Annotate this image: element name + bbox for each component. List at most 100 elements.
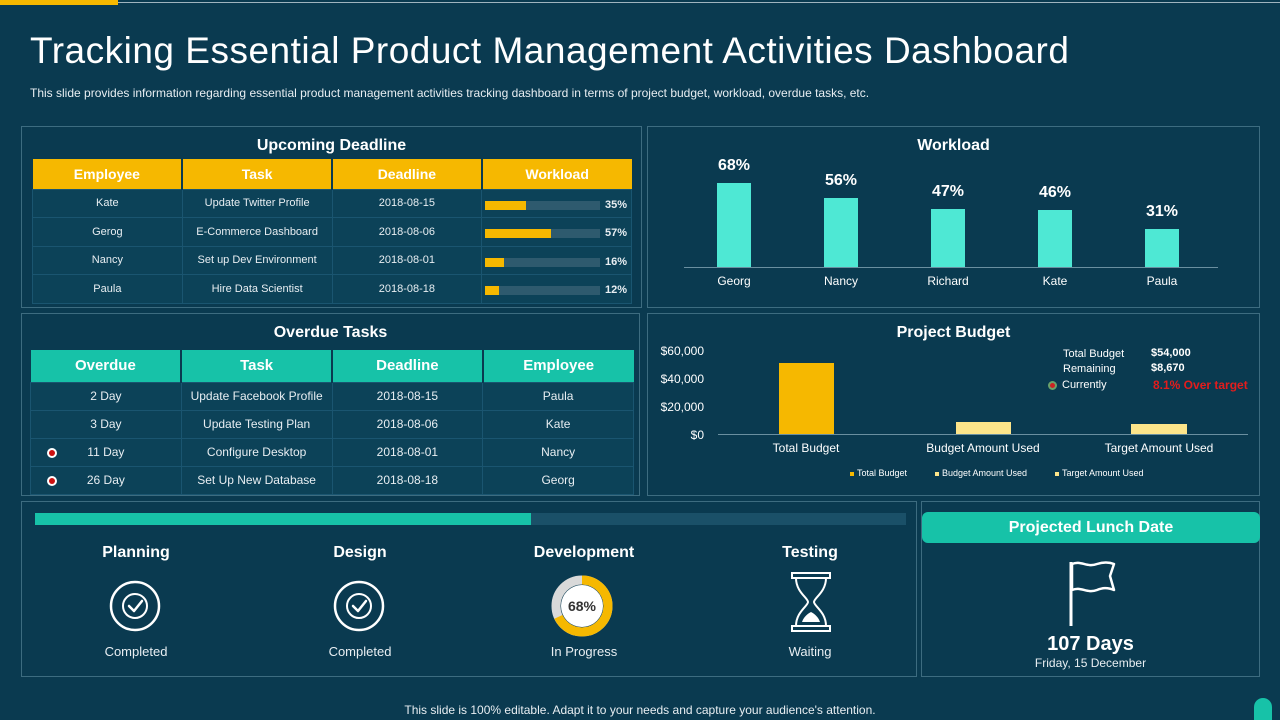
footer-note: This slide is 100% editable. Adapt it to…: [404, 703, 876, 717]
stage-testing-status: Waiting: [788, 644, 832, 659]
overall-progress-track: [35, 513, 906, 525]
stage-progress-panel: Planning Completed Design Completed Deve…: [21, 501, 917, 677]
workload-bar: [931, 208, 965, 267]
remaining-label: Remaining: [1063, 363, 1116, 375]
overdue-days: 11 Day: [30, 437, 182, 467]
lunch-date-panel: Projected Lunch Date 107 Days Friday, 15…: [921, 501, 1260, 677]
overdue-tasks-panel: Overdue Tasks Overdue Task Deadline Empl…: [21, 313, 640, 496]
stage-planning-status: Completed: [104, 644, 168, 659]
lunch-date: Friday, 15 December: [1034, 656, 1147, 670]
col-employee: Employee: [32, 159, 184, 189]
workload-track: [485, 200, 601, 210]
legend-target-used: Target Amount Used: [1055, 468, 1144, 478]
page-subtitle: This slide provides information regardin…: [30, 86, 870, 100]
currently-value: 8.1% Over target: [1153, 378, 1248, 392]
status-dot-icon: [1048, 380, 1057, 390]
remaining-value: $8,670: [1151, 362, 1185, 374]
budget-category-label: Total Budget: [772, 441, 840, 455]
table-row: Nancy Set up Dev Environment 2018-08-01 …: [32, 245, 632, 275]
workload-bar-label: 56%: [824, 171, 858, 189]
page-title: Tracking Essential Product Management Ac…: [30, 30, 1070, 71]
legend-budget-used: Budget Amount Used: [935, 468, 1027, 478]
alert-dot-icon: [47, 447, 57, 458]
workload-bar-label: 68%: [717, 157, 751, 174]
y-tick-label: $0: [690, 428, 704, 442]
table-row: Kate Update Twitter Profile 2018-08-15 3…: [32, 188, 632, 218]
table-row: Paula Hire Data Scientist 2018-08-18 12%: [32, 274, 632, 304]
budget-bar: [955, 422, 1011, 434]
workload-bar: [1038, 210, 1072, 267]
upcoming-deadline-panel: Upcoming Deadline Employee Task Deadline…: [21, 126, 642, 308]
overdue-days: 2 Day: [30, 381, 182, 411]
progress-ring-icon: 68%: [550, 574, 614, 638]
stage-planning-title: Planning: [102, 544, 170, 561]
overdue-tasks-table: Overdue Task Deadline Employee 2 Day Upd…: [30, 350, 634, 495]
y-tick-label: $60,000: [660, 344, 704, 358]
table-row: 26 Day Set Up New Database 2018-08-18 Ge…: [30, 465, 634, 495]
workload-cell: 12%: [481, 274, 632, 304]
workload-bar-name: Richard: [927, 274, 969, 288]
workload-bar-label: 31%: [1145, 202, 1179, 220]
workload-axis: [684, 267, 1218, 268]
workload-bar-label: 47%: [931, 182, 965, 200]
stage-testing-title: Testing: [782, 544, 838, 561]
workload-bar: [1145, 228, 1179, 267]
workload-title: Workload: [917, 137, 990, 154]
days-remaining: 107 Days: [1047, 633, 1134, 655]
workload-bar-label: 46%: [1038, 184, 1072, 202]
budget-axis: [718, 434, 1248, 435]
workload-cell: 16%: [481, 245, 632, 275]
table-row: Gerog E-Commerce Dashboard 2018-08-06 57…: [32, 217, 632, 247]
check-circle-icon: [109, 580, 161, 637]
development-percent: 68%: [567, 598, 597, 614]
workload-panel: Workload 68% Georg 56% Nancy 47% Richard 46% Ka…: [647, 126, 1260, 308]
workload-bar-name: Nancy: [823, 274, 858, 288]
workload-bar-name: Kate: [1042, 274, 1068, 288]
overdue-tasks-title: Overdue Tasks: [273, 324, 388, 341]
stage-development-title: Development: [533, 544, 635, 561]
workload-bar: [717, 183, 751, 267]
workload-fill: [485, 229, 551, 238]
workload-fill: [485, 286, 500, 295]
col-employee: Employee: [482, 350, 634, 382]
col-task: Task: [182, 159, 333, 189]
budget-bar: [1131, 423, 1187, 434]
budget-bar: [778, 362, 834, 434]
currently-label: Currently: [1048, 379, 1107, 391]
workload-fill: [485, 257, 504, 267]
workload-bar-name: Paula: [1146, 274, 1178, 288]
alert-dot-icon: [47, 475, 57, 486]
col-overdue: Overdue: [30, 350, 183, 382]
y-tick-label: $20,000: [660, 400, 704, 414]
overdue-days: 26 Day: [30, 465, 182, 495]
workload-track: [485, 257, 601, 267]
legend-total-budget: Total Budget: [850, 468, 907, 478]
top-accent-bar: [0, 0, 118, 5]
budget-category-label: Target Amount Used: [1104, 441, 1214, 455]
budget-category-label: Budget Amount Used: [926, 441, 1040, 455]
upcoming-deadline-title: Upcoming Deadline: [256, 137, 407, 154]
col-workload: Workload: [481, 159, 632, 189]
workload-cell: 57%: [481, 217, 632, 247]
upcoming-deadline-table: Employee Task Deadline Workload Kate Upd…: [32, 159, 632, 304]
total-budget-value: $54,000: [1151, 347, 1191, 359]
overall-progress-fill: [35, 513, 532, 525]
workload-track: [485, 286, 601, 295]
table-row: 3 Day Update Testing Plan 2018-08-06 Kat…: [30, 409, 634, 439]
project-budget-panel: Project Budget $60,000 $40,000 $20,000 $…: [647, 313, 1260, 496]
stage-development-status: In Progress: [550, 644, 618, 659]
table-row: 11 Day Configure Desktop 2018-08-01 Nanc…: [30, 437, 634, 467]
col-deadline: Deadline: [332, 350, 484, 382]
project-budget-title: Project Budget: [896, 324, 1011, 341]
col-task: Task: [181, 350, 333, 382]
table-row: 2 Day Update Facebook Profile 2018-08-15…: [30, 381, 634, 411]
workload-fill: [485, 200, 526, 210]
overdue-days: 3 Day: [30, 409, 182, 439]
workload-track: [485, 229, 601, 238]
check-circle-icon: [333, 580, 385, 637]
stage-design-title: Design: [333, 544, 387, 561]
top-rule: [118, 2, 1280, 3]
y-tick-label: $40,000: [660, 372, 704, 386]
flag-icon: [1067, 560, 1117, 633]
total-budget-label: Total Budget: [1063, 348, 1125, 360]
